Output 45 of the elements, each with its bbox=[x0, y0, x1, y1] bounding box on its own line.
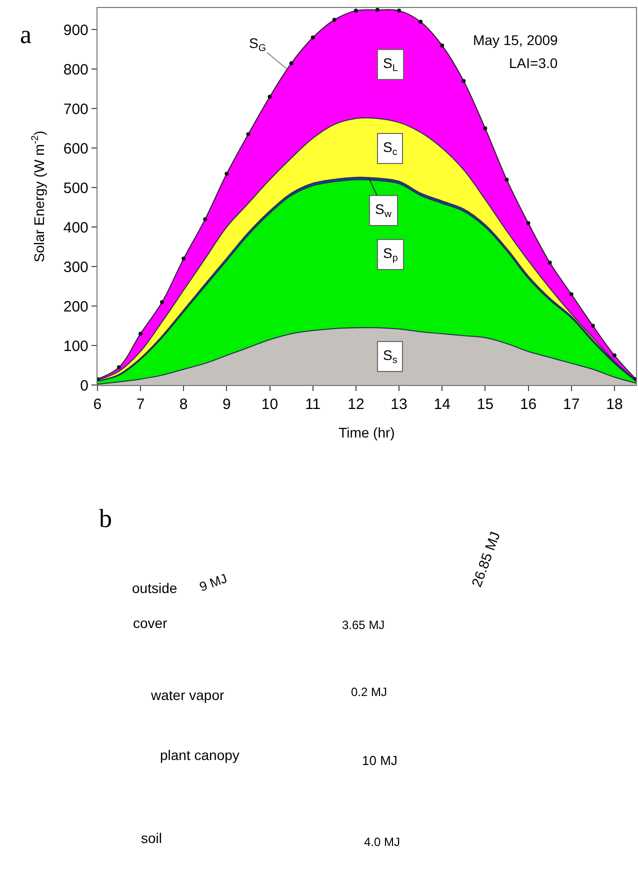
y-tick-label: 600 bbox=[63, 140, 88, 158]
text: plant canopy bbox=[160, 747, 240, 763]
x-tick-label: 12 bbox=[348, 396, 364, 414]
series-label: S$_{c}$ bbox=[383, 139, 398, 158]
x-tick-label: 10 bbox=[261, 396, 278, 414]
x-tick-label: 17 bbox=[563, 396, 580, 414]
text: outside bbox=[132, 580, 178, 596]
series-label: S$_{s}$ bbox=[383, 347, 398, 366]
annotation: May 15, 2009 bbox=[473, 32, 558, 48]
text: a bbox=[20, 20, 32, 49]
x-tick-label: 6 bbox=[93, 396, 102, 414]
text: water vapor bbox=[150, 687, 224, 703]
annotation: LAI=3.0 bbox=[509, 55, 558, 71]
x-tick-label: 16 bbox=[520, 396, 537, 414]
x-tick-label: 7 bbox=[136, 396, 145, 414]
x-tick-label: 18 bbox=[606, 396, 623, 414]
y-tick-label: 700 bbox=[63, 100, 88, 118]
text: 0.2 MJ bbox=[351, 685, 388, 699]
y-tick-label: 0 bbox=[80, 377, 88, 394]
x-tick-label: 11 bbox=[305, 396, 321, 414]
series-label: S$_{p}$ bbox=[383, 245, 398, 264]
y-tick-label: 500 bbox=[63, 180, 88, 197]
text: b bbox=[99, 504, 112, 533]
text: cover bbox=[133, 615, 168, 631]
text: 9 MJ bbox=[197, 570, 230, 594]
y-tick-label: 900 bbox=[63, 22, 88, 39]
x-tick-label: 8 bbox=[179, 396, 188, 414]
annotation: S$_{G}$ bbox=[249, 35, 266, 54]
x-tick-label: 14 bbox=[434, 396, 450, 414]
x-tick-label: 15 bbox=[476, 396, 494, 414]
y-tick-label: 200 bbox=[63, 298, 88, 316]
text: 3.65 MJ bbox=[342, 618, 385, 632]
text: 4.0 MJ bbox=[364, 835, 400, 849]
y-tick-label: 400 bbox=[63, 219, 88, 236]
text: soil bbox=[141, 830, 162, 846]
y-tick-label: 100 bbox=[63, 338, 88, 355]
x-tick-label: 9 bbox=[222, 396, 231, 414]
text: 26.85 MJ bbox=[468, 529, 503, 590]
y-tick-label: 300 bbox=[63, 258, 88, 276]
x-axis-title: Time (hr) bbox=[338, 424, 395, 440]
y-tick-label: 800 bbox=[63, 61, 88, 78]
x-tick-label: 13 bbox=[390, 396, 408, 414]
series-label: S$_{L}$ bbox=[383, 55, 398, 74]
series-label: S$_{w}$ bbox=[375, 201, 392, 220]
text: 10 MJ bbox=[362, 753, 398, 768]
